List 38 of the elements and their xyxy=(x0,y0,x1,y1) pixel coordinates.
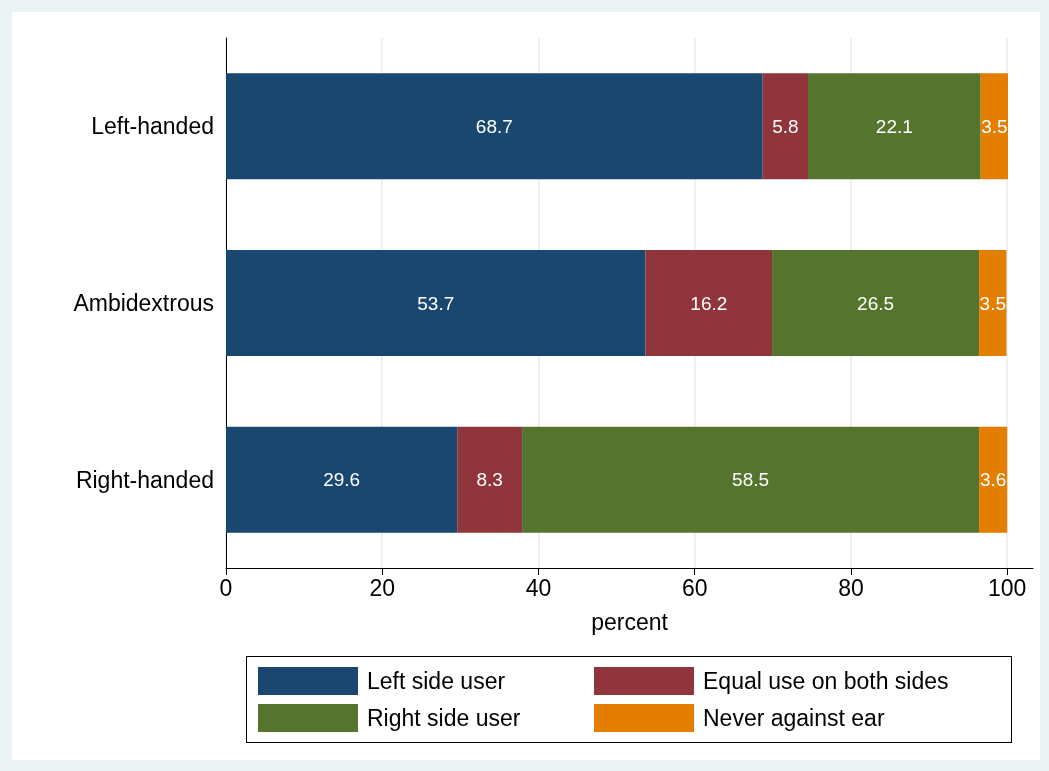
bar xyxy=(645,250,773,356)
x-tick-label: 100 xyxy=(988,574,1027,601)
data-label: 8.3 xyxy=(476,469,503,491)
data-label: 68.7 xyxy=(475,115,513,137)
x-tick-label: 0 xyxy=(219,574,233,601)
bar xyxy=(457,426,523,533)
y-tick-label: Left-handed xyxy=(91,113,214,140)
data-label: 5.8 xyxy=(772,115,799,137)
bar xyxy=(226,73,763,180)
data-label: 53.7 xyxy=(417,292,455,314)
x-axis-title: percent xyxy=(591,608,669,635)
bar xyxy=(522,426,980,533)
data-label: 16.2 xyxy=(690,292,728,314)
legend-label: Left side user xyxy=(367,668,506,694)
data-label: 3.5 xyxy=(979,292,1006,314)
bar xyxy=(226,250,646,356)
data-label: 3.5 xyxy=(981,115,1008,137)
legend-label: Equal use on both sides xyxy=(703,668,949,694)
y-tick-label: Ambidextrous xyxy=(73,290,214,316)
y-tick-label: Right-handed xyxy=(75,466,214,493)
bar xyxy=(980,73,1008,180)
data-label: 26.5 xyxy=(857,292,895,314)
legend-label: Never against ear xyxy=(703,705,885,731)
x-tick-label: 20 xyxy=(369,574,396,601)
bar xyxy=(979,426,1008,533)
bar xyxy=(226,426,458,533)
x-tick-label: 80 xyxy=(838,574,864,601)
legend-label: Right side user xyxy=(367,705,521,731)
data-label: 22.1 xyxy=(875,115,913,137)
bar xyxy=(979,250,1007,356)
data-label: 58.5 xyxy=(732,469,770,491)
data-label: 29.6 xyxy=(323,469,361,491)
x-tick-label: 40 xyxy=(525,574,552,601)
bar xyxy=(762,73,809,180)
x-tick-label: 60 xyxy=(681,574,708,601)
data-label: 3.6 xyxy=(979,469,1007,491)
bar xyxy=(772,250,980,356)
bar xyxy=(808,73,981,180)
